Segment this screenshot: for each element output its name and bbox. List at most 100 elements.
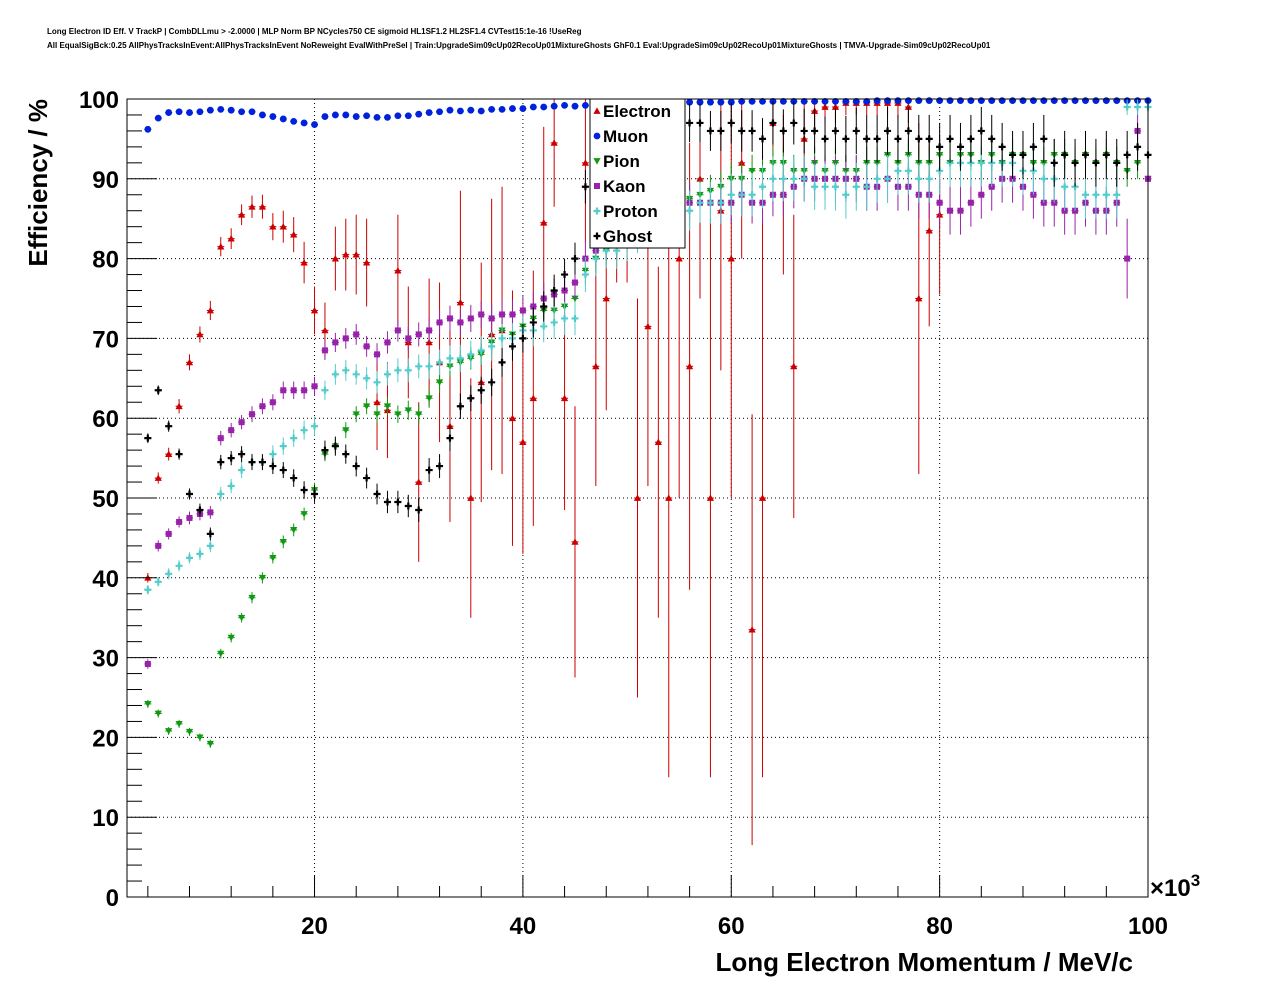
y-tick-label: 90 [92,167,119,194]
data-point [154,578,162,586]
data-point [946,135,954,143]
data-point [394,327,401,334]
data-point [581,159,590,166]
data-point [519,105,527,112]
x-tick-label: 20 [301,913,328,940]
data-point [1009,97,1016,104]
data-point [175,720,183,728]
data-point [904,127,912,135]
data-point [477,386,485,394]
data-point [581,271,589,279]
data-point [1019,151,1027,159]
data-point [217,105,225,113]
data-point [894,135,902,143]
data-point [550,139,558,146]
data-point [394,266,402,274]
data-point [321,326,329,334]
data-point [977,127,985,135]
data-point [1040,97,1048,104]
data-point [290,527,298,534]
y-tick-label: 20 [92,725,119,752]
legend-entry-kaon: Kaon [594,177,646,196]
data-point [1102,97,1110,104]
data-point [144,434,152,442]
data-point [279,466,287,474]
legend-marker [593,232,601,240]
data-point [352,370,360,378]
data-point [790,119,798,127]
data-point [456,107,464,115]
x-tick-label: 100 [1128,913,1168,940]
data-point [530,303,537,310]
data-point [352,113,360,120]
legend-label: Kaon [603,177,646,196]
data-point [769,175,777,183]
data-point [300,486,308,494]
data-point [258,574,267,582]
data-point [831,183,839,191]
data-point [467,315,474,322]
data-point [602,294,610,302]
data-point [508,414,517,422]
data-point [759,97,766,105]
data-point [425,466,433,474]
data-point [165,450,173,457]
data-point [863,183,871,191]
data-point [279,442,287,450]
data-point [529,318,537,326]
data-point [435,379,444,386]
data-point [1092,191,1100,199]
data-point [342,111,350,119]
data-point [363,343,370,350]
data-point [259,111,266,119]
axis-ticks [127,98,1149,898]
data-point [978,191,985,198]
y-tick-label: 70 [92,326,119,353]
data-point [373,398,381,406]
data-point [404,366,412,374]
data-point [321,386,329,394]
data-point [842,191,850,199]
data-point [290,117,298,125]
data-point [467,394,475,402]
data-point [988,97,996,104]
data-point [1082,97,1089,104]
data-point [956,143,964,151]
data-point [185,358,194,366]
data-point [821,183,829,191]
data-point [1081,151,1089,159]
data-point [1123,103,1131,111]
data-point [1061,151,1069,159]
data-point [352,251,360,258]
data-point [727,98,735,106]
data-point [758,494,767,501]
data-point [707,98,714,106]
data-point [498,358,506,366]
data-point [696,98,704,106]
data-point [300,511,308,518]
data-point [852,127,860,135]
data-point [519,438,527,446]
data-point [1040,175,1048,183]
data-point [1113,97,1121,104]
data-point [363,374,371,382]
data-point [206,306,214,314]
data-point [426,327,433,334]
data-point [1029,97,1037,104]
data-point [685,362,694,370]
data-point [217,458,225,466]
y-tick-label: 30 [92,646,119,673]
data-point [717,199,725,207]
y-tick-label: 50 [92,486,119,513]
data-point [498,105,506,113]
data-point [748,191,756,199]
data-point [248,108,256,116]
data-point [269,113,277,120]
data-point [206,740,214,748]
data-point [477,107,485,115]
data-point [248,594,256,602]
data-point [301,387,308,394]
data-point [228,427,235,434]
data-point [342,335,349,342]
x-exponent-label: ×103 [1150,871,1200,902]
